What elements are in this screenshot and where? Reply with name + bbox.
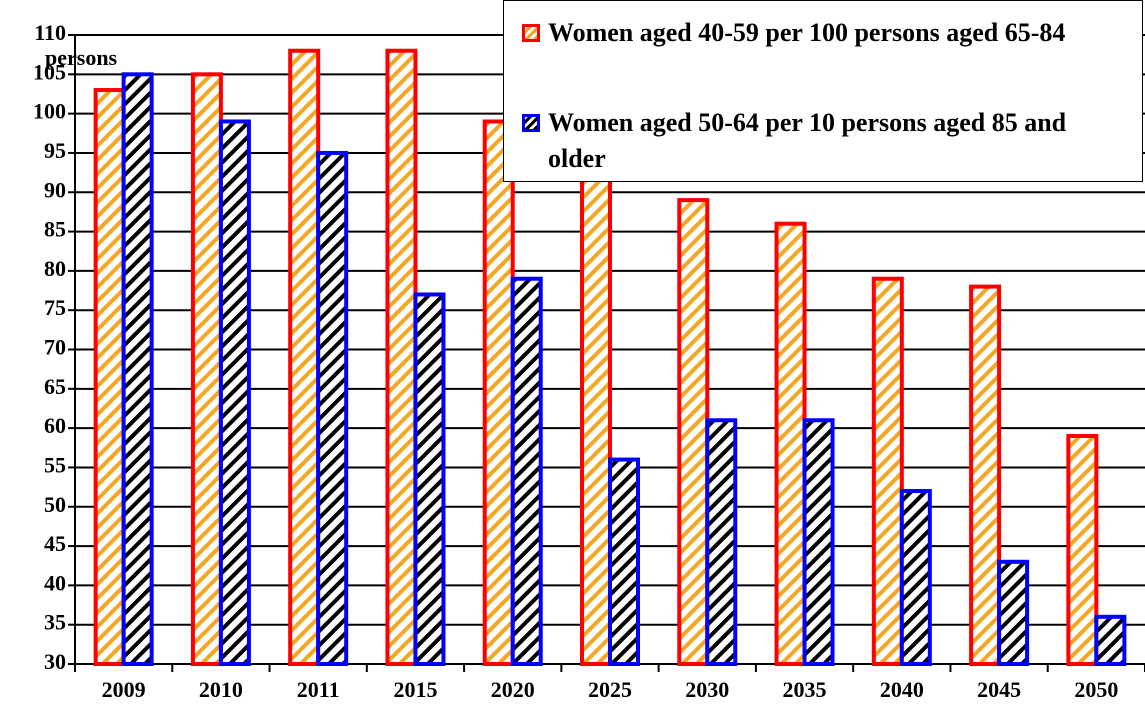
x-tick-label: 2015 <box>393 677 437 702</box>
x-tick-label: 2030 <box>685 677 729 702</box>
x-tick-label: 2040 <box>880 677 924 702</box>
bar <box>608 457 640 667</box>
x-tick-label: 2025 <box>588 677 632 702</box>
y-tick-label: 40 <box>44 570 66 595</box>
y-tick-label: 50 <box>44 492 66 517</box>
bar <box>871 276 904 666</box>
legend-label: Women aged 40-59 per 100 persons aged 65… <box>548 18 1066 47</box>
y-tick-label: 45 <box>44 531 66 556</box>
bar <box>802 418 835 667</box>
y-tick-label: 95 <box>44 138 66 163</box>
x-tick-label: 2009 <box>102 677 146 702</box>
x-tick-label: 2011 <box>297 677 340 702</box>
y-tick-label: 105 <box>33 59 66 84</box>
x-tick-label: 2035 <box>783 677 827 702</box>
y-tick-label: 80 <box>44 256 66 281</box>
y-tick-label: 100 <box>33 99 66 124</box>
legend-label: Women aged 50-64 per 10 persons aged 85 … <box>548 108 1067 173</box>
legend-swatch <box>522 24 540 42</box>
bar <box>385 48 418 667</box>
bar <box>1094 614 1127 667</box>
y-tick-label: 65 <box>44 374 66 399</box>
bar <box>316 150 349 666</box>
bar <box>510 276 543 666</box>
legend-entry: Women aged 50-64 per 10 persons aged 85 … <box>522 105 1122 177</box>
bar <box>218 119 251 667</box>
y-axis-label: persons <box>45 45 118 70</box>
y-tick-label: 90 <box>44 177 66 202</box>
bar <box>288 48 321 667</box>
x-tick-label: 2045 <box>977 677 1021 702</box>
bar <box>93 88 126 667</box>
legend-swatch <box>522 114 540 132</box>
legend: Women aged 40-59 per 100 persons aged 65… <box>503 0 1143 182</box>
legend-entry: Women aged 40-59 per 100 persons aged 65… <box>522 15 1122 51</box>
y-tick-label: 75 <box>44 295 66 320</box>
y-tick-label: 85 <box>44 217 66 242</box>
bar <box>969 284 1002 666</box>
bar <box>705 418 738 667</box>
y-tick-label: 55 <box>44 452 66 477</box>
y-tick-label: 70 <box>44 335 66 360</box>
x-tick-label: 2020 <box>491 677 535 702</box>
bar <box>774 221 807 666</box>
y-tick-label: 60 <box>44 413 66 438</box>
y-tick-label: 35 <box>44 610 66 635</box>
bar <box>677 198 710 667</box>
x-tick-label: 2010 <box>199 677 243 702</box>
bar <box>997 559 1030 666</box>
bar <box>190 72 223 666</box>
bar <box>899 489 932 666</box>
y-tick-label: 30 <box>44 649 66 674</box>
x-tick-label: 2050 <box>1074 677 1118 702</box>
bar <box>413 292 446 666</box>
bar <box>482 119 515 667</box>
bar <box>1066 433 1099 666</box>
y-tick-label: 110 <box>34 20 66 45</box>
bar <box>121 72 154 666</box>
bar <box>580 174 612 666</box>
